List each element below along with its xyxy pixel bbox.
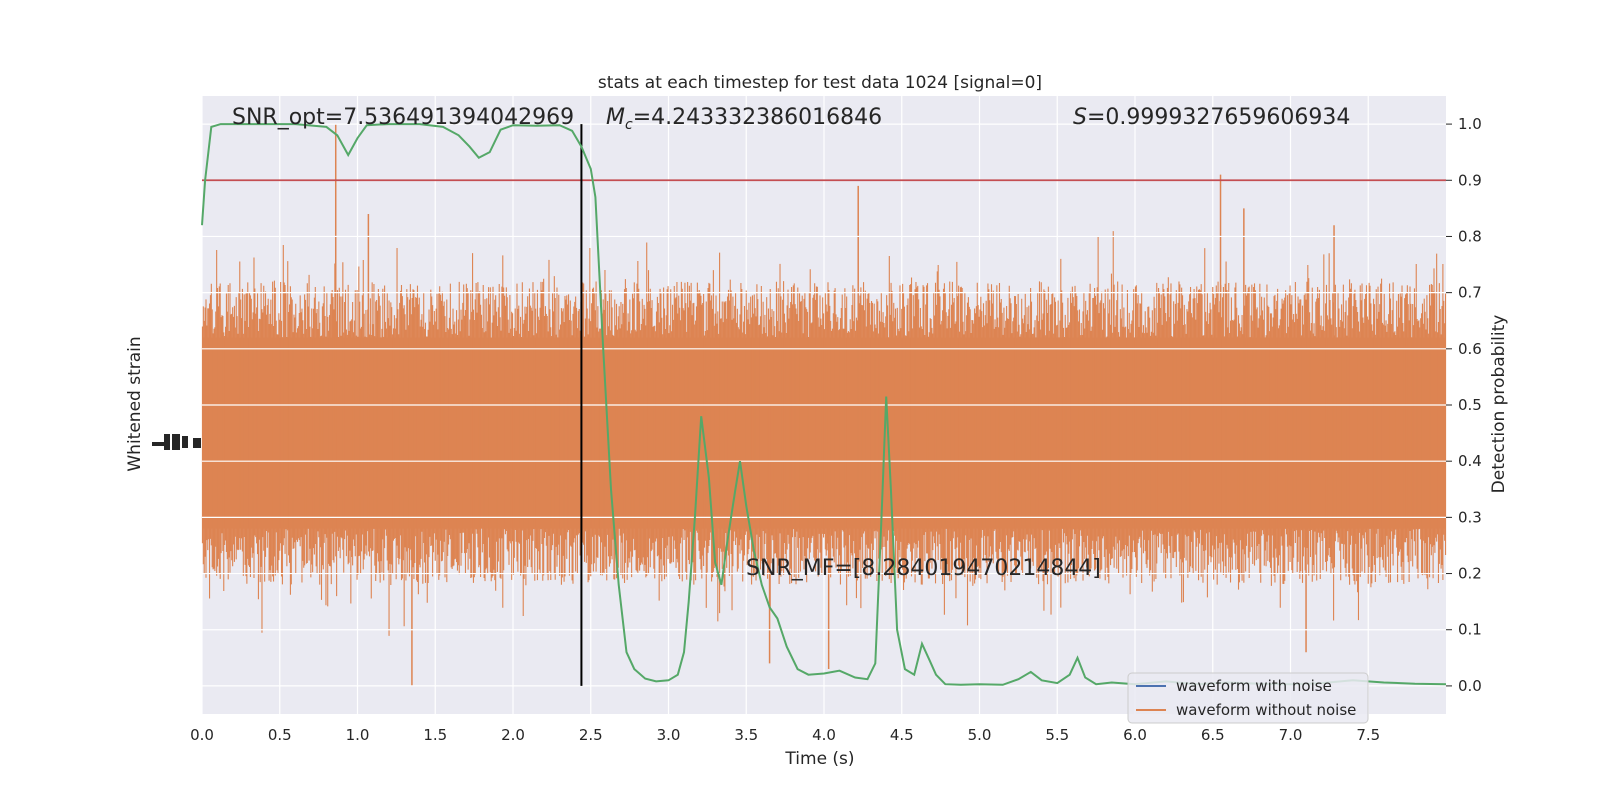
y-tick-label: 0.8: [1458, 227, 1482, 245]
waveform-without-noise-series: [201, 124, 1447, 686]
y-tick-label: 0.9: [1458, 171, 1482, 189]
x-axis-ticks: 0.0 0.5 1.0 1.5 2.0 2.5 3.0 3.5 4.0 4.5 5.0 5.5 6.0 6…: [190, 726, 1380, 744]
right-y-axis-ticks: 0.0 0.1 0.2 0.3 0.4 0.5 0.6 0.7 0.8 0.9 1.0: [1446, 115, 1482, 695]
x-tick-label: 2.5: [579, 726, 603, 744]
s-statistic-annotation: S=0.9999327659606934: [1073, 105, 1350, 130]
y-tick-label: 0.6: [1458, 340, 1482, 358]
y-tick-label: 0.4: [1458, 452, 1482, 470]
snr-mf-annotation: SNR_MF=[8.284019470214844]: [746, 556, 1101, 581]
x-tick-label: 2.0: [501, 726, 525, 744]
x-tick-label: 3.0: [657, 726, 681, 744]
x-tick-label: 1.5: [423, 726, 447, 744]
x-tick-label: 7.5: [1356, 726, 1380, 744]
x-axis-label: Time (s): [784, 749, 854, 769]
right-y-axis-label: Detection probability: [1489, 315, 1509, 494]
detection-probability-line: [201, 123, 1447, 686]
legend-label-with-noise: waveform with noise: [1176, 677, 1332, 695]
x-tick-label: 1.0: [346, 726, 370, 744]
x-tick-label: 6.5: [1201, 726, 1225, 744]
y-tick-label: 0.7: [1458, 284, 1482, 302]
y-tick-label: 0.1: [1458, 621, 1482, 639]
y-tick-label: 0.0: [1458, 677, 1482, 695]
y-tick-label: 0.2: [1458, 565, 1482, 583]
chirp-mass-annotation: Mc=4.243332386016846: [606, 105, 882, 133]
legend-label-without-noise: waveform without noise: [1176, 701, 1356, 719]
y-tick-label: 0.5: [1458, 396, 1482, 414]
x-tick-label: 5.0: [968, 726, 992, 744]
chart-title: stats at each timestep for test data 102…: [598, 73, 1042, 93]
y-gridlines: [202, 123, 1446, 687]
x-tick-label: 7.0: [1279, 726, 1303, 744]
x-tick-label: 6.0: [1123, 726, 1147, 744]
x-tick-label: 5.5: [1045, 726, 1069, 744]
x-tick-label: 3.5: [734, 726, 758, 744]
x-tick-label: 0.5: [268, 726, 292, 744]
legend-box: [1127, 672, 1369, 724]
left-y-tick-clutter: [152, 434, 201, 450]
left-y-axis-label: Whitened strain: [125, 336, 145, 471]
legend: waveform with noise waveform without noi…: [1127, 672, 1369, 724]
snr-opt-annotation: SNR_opt=7.536491394042969: [232, 105, 574, 130]
x-tick-label: 0.0: [190, 726, 214, 744]
x-tick-label: 4.0: [812, 726, 836, 744]
y-tick-label: 1.0: [1458, 115, 1482, 133]
y-tick-label: 0.3: [1458, 508, 1482, 526]
x-tick-label: 4.5: [890, 726, 914, 744]
